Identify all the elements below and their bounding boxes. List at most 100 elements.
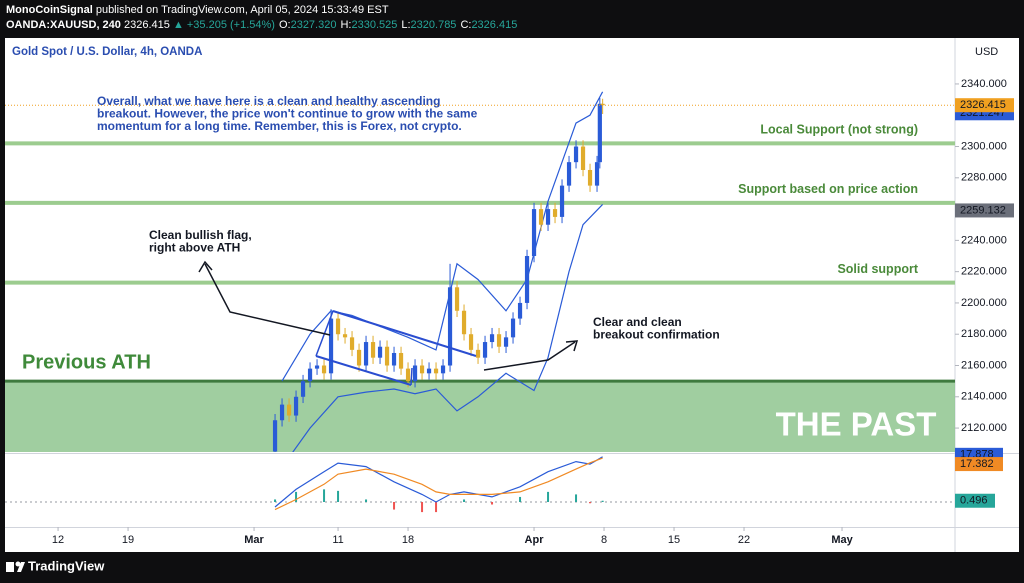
histogram-bar <box>435 501 438 513</box>
main-pane <box>5 91 955 452</box>
y-tick-label: 2220.000 <box>961 266 1007 278</box>
ath-label: Previous ATH <box>22 351 151 373</box>
note-line: Clean bullish flag, <box>149 228 252 242</box>
note-line: right above ATH <box>149 241 240 255</box>
publish-info: MonoCoinSignal published on TradingView.… <box>6 4 389 16</box>
histogram-bar <box>463 499 466 502</box>
candle-body <box>524 256 530 303</box>
candle-body <box>279 404 285 421</box>
x-tick-label: 22 <box>738 534 750 546</box>
candle-body <box>517 302 523 319</box>
candle-body <box>496 334 502 347</box>
y-tick-label: 2300.000 <box>961 140 1007 152</box>
symbol: OANDA:XAUUSD, 240 <box>6 19 121 31</box>
histogram-bar <box>337 490 340 502</box>
candle-body <box>370 342 376 358</box>
candle-body <box>597 103 602 163</box>
indicator-line <box>274 456 603 508</box>
candle-body <box>349 337 355 350</box>
footer-brand: TradingView <box>28 558 105 573</box>
note: Clear and clean breakout confirmation <box>593 315 720 342</box>
candle-body <box>552 209 558 217</box>
candle-body <box>538 209 544 225</box>
candle-body <box>314 365 320 369</box>
note-line: Clear and clean <box>593 315 682 329</box>
ohlc-value: 2326.415 <box>471 19 517 31</box>
candle-body <box>356 349 362 366</box>
flag-lower <box>315 355 412 386</box>
chart-title: Gold Spot / U.S. Dollar, 4h, OANDA <box>12 46 202 58</box>
histogram-bar <box>519 496 522 502</box>
ohlc-value: 2327.320 <box>291 19 337 31</box>
candle-body <box>545 209 551 225</box>
x-tick-label: 8 <box>601 534 607 546</box>
y-tick-label: 2280.000 <box>961 172 1007 184</box>
indicator-pane <box>5 456 955 513</box>
note: Overall, what we have here is a clean an… <box>97 94 478 133</box>
candle-body <box>419 365 425 374</box>
candle-body <box>398 352 404 369</box>
candle-body <box>468 334 474 350</box>
candle-body <box>482 342 488 358</box>
candle-body <box>531 209 537 257</box>
candle-body <box>321 365 327 374</box>
x-tick-label: 11 <box>332 534 343 546</box>
footer-bar <box>0 552 1024 583</box>
x-tick-label: 15 <box>668 534 680 546</box>
currency: USD <box>975 46 998 58</box>
x-tick-label: Apr <box>525 534 545 546</box>
x-tick-label: 12 <box>52 534 64 546</box>
candle-body <box>272 420 278 452</box>
overlay-layer: Gold Spot / U.S. Dollar, 4h, OANDA USD T… <box>12 46 1014 546</box>
y-tick-label: 2180.000 <box>961 328 1007 340</box>
histogram-bar <box>323 489 326 502</box>
level-label: Solid support <box>837 262 918 276</box>
histogram-tag-label: 0.496 <box>960 495 988 507</box>
candle-body <box>573 146 579 163</box>
note-line: breakout. However, the price won't conti… <box>97 107 478 121</box>
y-tick-label: 2140.000 <box>961 391 1007 403</box>
ohlc-key: L: <box>401 19 410 31</box>
arrow <box>204 263 331 336</box>
histogram-bar <box>393 501 396 510</box>
note-line: Overall, what we have here is a clean an… <box>97 94 440 108</box>
candle-body <box>559 185 565 217</box>
histogram-bar <box>547 491 550 502</box>
candle-body <box>587 169 593 186</box>
ohlc-key: H: <box>340 19 351 31</box>
candle-body <box>503 337 509 347</box>
note: Clean bullish flag, right above ATH <box>149 228 252 255</box>
zone-label: THE PAST <box>776 406 937 443</box>
level-label: Local Support (not strong) <box>760 123 918 137</box>
note-line: momentum for a long time. Remember, this… <box>97 119 462 133</box>
indicator-tag-label: 17.382 <box>960 458 994 470</box>
ohlc-key: O: <box>279 19 291 31</box>
arrow <box>483 341 576 371</box>
publisher: MonoCoinSignal <box>6 4 93 16</box>
x-tick-label: Mar <box>244 534 264 546</box>
price-tag-label: 2259.132 <box>960 204 1006 216</box>
candle-body <box>300 381 306 397</box>
price-tag <box>955 203 1014 218</box>
candle-body <box>447 287 453 366</box>
candle-body <box>412 365 418 382</box>
tv-logo <box>6 561 25 572</box>
y-tick-label: 2200.000 <box>961 297 1007 309</box>
histogram-bar <box>365 499 368 502</box>
y-tick-label: 2160.000 <box>961 359 1007 371</box>
last-price-tag <box>955 98 1014 113</box>
note-line: breakout confirmation <box>593 328 720 342</box>
indicator-tag <box>955 457 1003 472</box>
histogram-bar <box>295 491 298 502</box>
candle-body <box>307 368 313 382</box>
candle-body <box>433 368 439 374</box>
last-price-label: 2326.415 <box>960 99 1006 111</box>
candle-body <box>440 365 446 374</box>
arrowhead <box>565 340 579 352</box>
histogram-bar <box>421 501 424 513</box>
y-tick-label: 2120.000 <box>961 422 1007 434</box>
last-price: 2326.415 <box>124 19 170 31</box>
candle-body <box>377 346 383 358</box>
histogram-bar <box>491 501 494 505</box>
